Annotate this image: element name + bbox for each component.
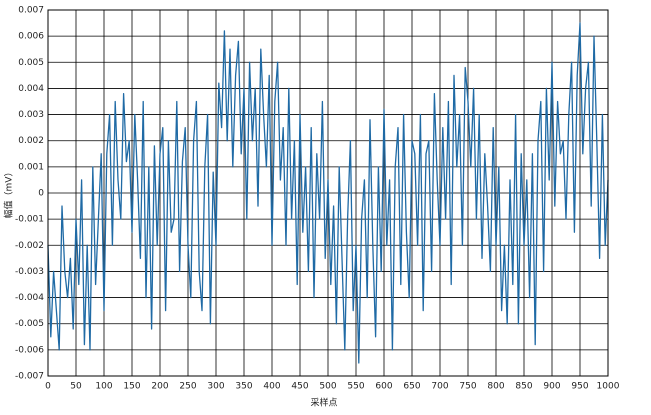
x-tick-label: 600 [375, 382, 392, 392]
y-tick-label: -0.005 [15, 319, 44, 329]
x-tick-label: 1000 [597, 382, 620, 392]
x-tick-label: 900 [543, 382, 560, 392]
y-tick-label: 0.003 [18, 110, 44, 120]
x-tick-label: 300 [207, 382, 224, 392]
x-tick-label: 50 [70, 382, 82, 392]
y-tick-label: -0.006 [15, 345, 44, 355]
x-tick-label: 0 [45, 382, 51, 392]
plot-frame [47, 9, 609, 377]
x-tick-label: 350 [235, 382, 252, 392]
y-tick-label: -0.001 [15, 215, 44, 225]
x-tick-label: 250 [179, 382, 196, 392]
y-tick-label: -0.002 [15, 241, 44, 251]
y-axis-label: 幅值（mV） [3, 168, 15, 219]
x-axis-label: 采样点 [310, 397, 337, 409]
x-tick-label: 950 [571, 382, 588, 392]
x-tick-label: 450 [291, 382, 308, 392]
y-tick-label: 0.002 [18, 136, 44, 146]
x-tick-label: 200 [151, 382, 168, 392]
x-tick-label: 150 [123, 382, 140, 392]
x-tick-label: 650 [403, 382, 420, 392]
y-tick-label: 0.007 [18, 6, 44, 16]
y-tick-label: -0.007 [15, 372, 44, 382]
x-tick-label: 500 [319, 382, 336, 392]
y-tick-label: -0.003 [15, 267, 44, 277]
x-tick-label: 100 [95, 382, 112, 392]
y-tick-label: 0.004 [18, 84, 44, 94]
x-tick-label: 800 [487, 382, 504, 392]
x-tick-label: 550 [347, 382, 364, 392]
x-tick-label: 850 [515, 382, 532, 392]
y-tick-label: 0.005 [18, 58, 44, 68]
y-tick-label: -0.004 [15, 293, 44, 303]
line-series [47, 22, 609, 364]
x-tick-label: 400 [263, 382, 280, 392]
x-tick-label: 750 [459, 382, 476, 392]
y-tick-label: 0.001 [18, 162, 44, 172]
x-tick-label: 700 [431, 382, 448, 392]
y-tick-label: 0.006 [18, 32, 44, 42]
y-tick-label: 0 [38, 189, 44, 199]
